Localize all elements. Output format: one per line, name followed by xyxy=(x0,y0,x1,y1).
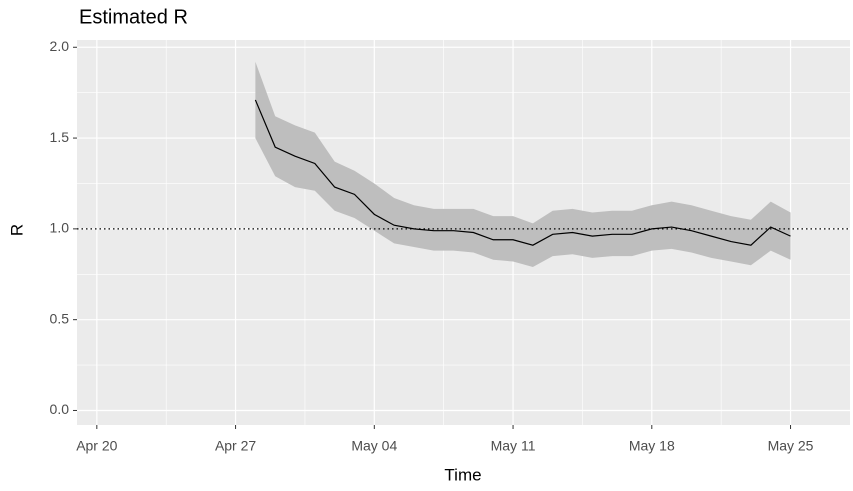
x-tick-label: Apr 20 xyxy=(76,438,117,454)
chart-title: Estimated R xyxy=(79,6,188,28)
y-tick-label: 1.0 xyxy=(50,220,70,236)
line xyxy=(254,99,791,246)
confidence-band xyxy=(255,61,791,268)
y-tick-label: 0.0 xyxy=(50,401,70,417)
x-axis-label: Time xyxy=(444,465,481,484)
x-tick-label: Apr 27 xyxy=(215,438,256,454)
x-tick-label: May 04 xyxy=(351,438,397,454)
y-axis-label: R xyxy=(7,224,26,236)
x-tick-label: May 11 xyxy=(491,438,536,454)
y-tick-label: 2.0 xyxy=(50,38,70,54)
x-tick-label: May 18 xyxy=(629,438,675,454)
y-tick-label: 1.5 xyxy=(50,129,70,145)
x-tick-label: May 25 xyxy=(768,438,814,454)
y-tick-label: 0.5 xyxy=(50,310,70,326)
